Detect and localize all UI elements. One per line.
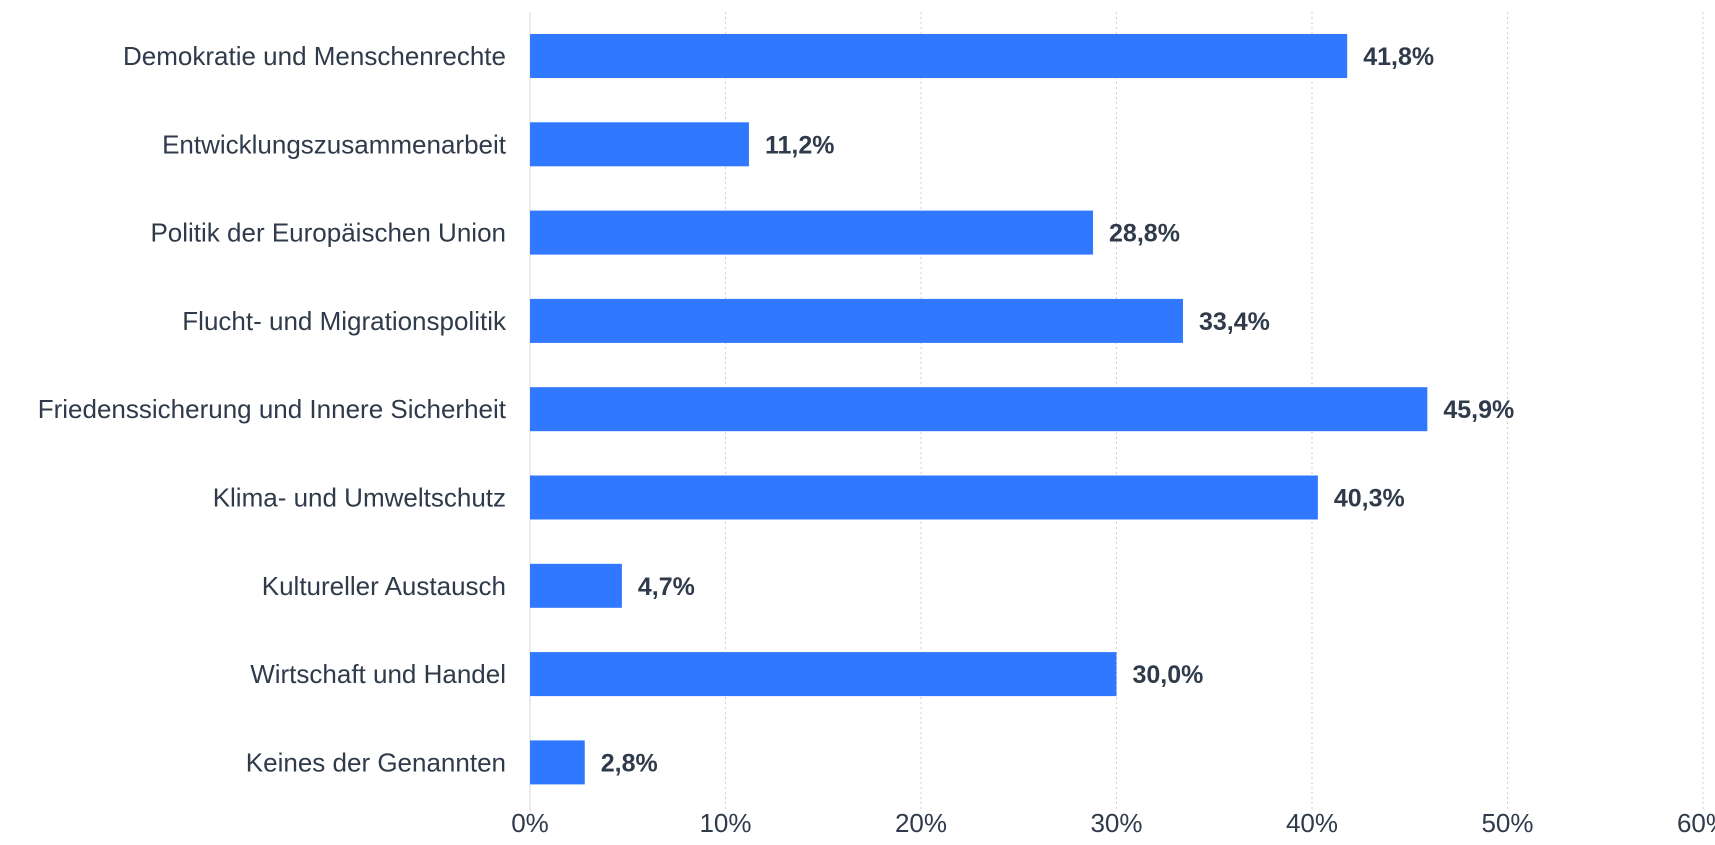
bar (530, 122, 749, 167)
category-label: Klima- und Umweltschutz (213, 483, 506, 513)
category-label: Demokratie und Menschenrechte (123, 41, 506, 71)
data-label: 33,4% (1199, 308, 1270, 336)
data-label: 4,7% (638, 573, 695, 601)
bar (530, 740, 585, 785)
bar (530, 387, 1428, 432)
x-tick-label: 50% (1481, 808, 1533, 838)
category-label: Friedenssicherung und Innere Sicherheit (38, 394, 507, 424)
data-label: 40,3% (1334, 485, 1405, 513)
x-tick-label: 40% (1286, 808, 1338, 838)
bar (530, 475, 1318, 520)
x-tick-label: 10% (699, 808, 751, 838)
x-axis-ticks: 0% 10% 20% 30% 40% 50% 60% (511, 808, 1715, 838)
x-tick-label: 60% (1677, 808, 1715, 838)
data-label: 45,9% (1443, 396, 1514, 424)
data-label: 30,0% (1133, 661, 1204, 689)
category-label: Kultureller Austausch (262, 571, 506, 601)
bar (530, 652, 1117, 697)
x-tick-label: 20% (895, 808, 947, 838)
category-label: Politik der Europäischen Union (150, 218, 506, 248)
bar (530, 210, 1094, 255)
bar-layer (530, 34, 1428, 785)
category-label: Entwicklungszusammenarbeit (162, 129, 507, 159)
data-label: 41,8% (1363, 43, 1434, 71)
bar (530, 34, 1348, 78)
data-label: 2,8% (601, 749, 658, 777)
data-label: 28,8% (1109, 220, 1180, 248)
x-tick-label: 0% (511, 808, 549, 838)
x-tick-label: 30% (1090, 808, 1142, 838)
category-label: Flucht- und Migrationspolitik (182, 306, 507, 336)
category-label: Wirtschaft und Handel (250, 659, 506, 689)
data-label: 11,2% (765, 131, 835, 159)
category-label: Keines der Genannten (246, 747, 506, 777)
bar (530, 563, 622, 608)
bar (530, 298, 1183, 343)
label-layer: Demokratie und Menschenrechte 41,8% Entwic… (38, 41, 1515, 777)
